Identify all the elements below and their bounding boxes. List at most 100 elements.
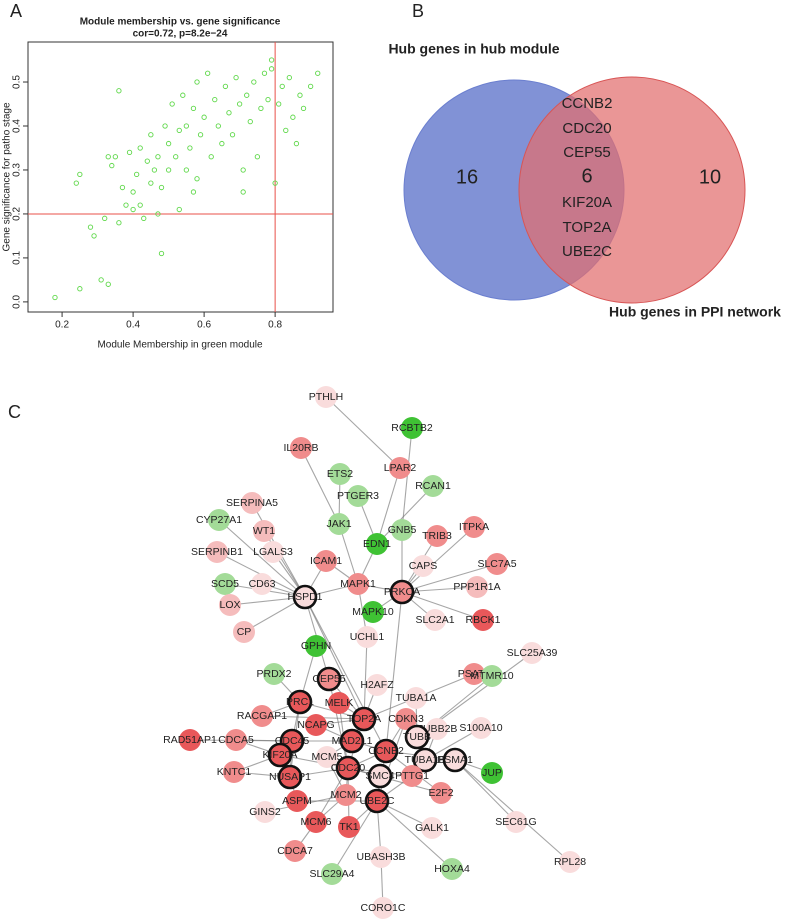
node-label: LGALS3 — [253, 546, 293, 558]
node-label: UBE2C — [359, 795, 394, 807]
node — [424, 609, 446, 631]
node — [305, 811, 327, 833]
node-label: CORO1C — [361, 902, 406, 914]
node — [362, 601, 384, 623]
point — [137, 202, 143, 208]
node — [391, 519, 413, 541]
node — [372, 897, 394, 919]
node — [505, 811, 527, 833]
node-label: MAPK1 — [340, 578, 376, 590]
edge — [401, 526, 475, 593]
x-tick-label: 0.8 — [268, 320, 282, 331]
venn-set-label: Hub genes in hub module — [388, 41, 559, 57]
point — [130, 189, 136, 195]
point — [190, 105, 197, 112]
node — [486, 553, 508, 575]
edge — [363, 636, 368, 720]
point — [233, 74, 239, 81]
venn-gene: KIF20A — [562, 194, 612, 211]
node-label: MCM6 — [301, 816, 332, 828]
edge — [229, 596, 306, 606]
node-label: CEP55 — [312, 673, 345, 685]
node — [315, 386, 337, 408]
point — [77, 286, 83, 292]
node-label: RBCK1 — [465, 614, 500, 626]
node — [328, 692, 350, 714]
node — [305, 635, 327, 657]
point — [265, 96, 271, 103]
x-tick-label: 0.4 — [126, 320, 140, 331]
point — [141, 215, 147, 221]
edge — [300, 447, 340, 525]
node-label: TUBA1A — [396, 692, 437, 704]
node — [426, 718, 448, 740]
node-label: MAPK10 — [352, 606, 394, 618]
point — [155, 211, 161, 217]
node-label: CAPS — [409, 560, 438, 572]
node — [430, 782, 452, 804]
node-label: E2F2 — [428, 787, 453, 799]
node — [389, 579, 415, 605]
node-label: MTMR10 — [470, 670, 513, 682]
venn-count: 16 — [456, 166, 478, 188]
node — [422, 475, 444, 497]
point — [247, 118, 253, 125]
node — [463, 516, 485, 538]
point — [205, 70, 211, 76]
node-label: RAD51AP1 — [163, 734, 217, 746]
point — [279, 83, 285, 90]
point — [165, 140, 172, 147]
node-label: SEC61G — [495, 816, 536, 828]
point — [297, 92, 303, 98]
node-label: TUBB — [403, 731, 431, 743]
point — [268, 57, 275, 63]
node — [559, 851, 581, 873]
node — [214, 573, 236, 595]
node — [254, 801, 276, 823]
point — [276, 101, 282, 107]
node-label: CCNB2 — [368, 745, 404, 757]
point — [307, 83, 314, 90]
point — [300, 105, 307, 112]
node-label: ASPM — [282, 795, 312, 807]
y-tick-label: 0.0 — [12, 294, 23, 308]
node — [277, 764, 303, 790]
node-label: JAK1 — [326, 518, 351, 530]
point — [201, 114, 207, 120]
node-label: MELK — [325, 697, 354, 709]
point — [133, 171, 140, 178]
point — [155, 154, 161, 160]
edge — [454, 759, 571, 863]
node-label: PTTG1 — [395, 770, 429, 782]
point — [229, 132, 236, 138]
panel-label: A — [10, 1, 22, 21]
node-label: ETS2 — [327, 468, 353, 480]
node — [442, 747, 468, 773]
node-label: TK1 — [339, 821, 358, 833]
node-label: SLC29A4 — [310, 868, 355, 880]
node — [329, 463, 351, 485]
node-label: SMC4 — [365, 770, 394, 782]
point — [251, 79, 257, 85]
node — [305, 714, 327, 736]
node — [441, 858, 463, 880]
node-label: GINS2 — [249, 806, 281, 818]
node-label: HOXA4 — [434, 863, 470, 875]
node-label: S100A10 — [459, 722, 502, 734]
point — [190, 189, 197, 195]
node — [466, 576, 488, 598]
point — [151, 167, 158, 173]
node-label: H2AFZ — [360, 679, 394, 691]
node — [315, 550, 337, 572]
node-label: MCM5 — [312, 751, 343, 763]
point — [236, 101, 243, 107]
y-tick-label: 0.3 — [12, 163, 23, 177]
point — [87, 224, 94, 230]
node-label: GNB5 — [388, 524, 417, 536]
node-label: SERPINA5 — [226, 497, 278, 509]
point — [226, 110, 232, 116]
node — [292, 584, 318, 610]
node-label: PRKCA — [384, 586, 420, 598]
node-label: WT1 — [253, 525, 275, 537]
node-label: KNTC1 — [217, 766, 252, 778]
